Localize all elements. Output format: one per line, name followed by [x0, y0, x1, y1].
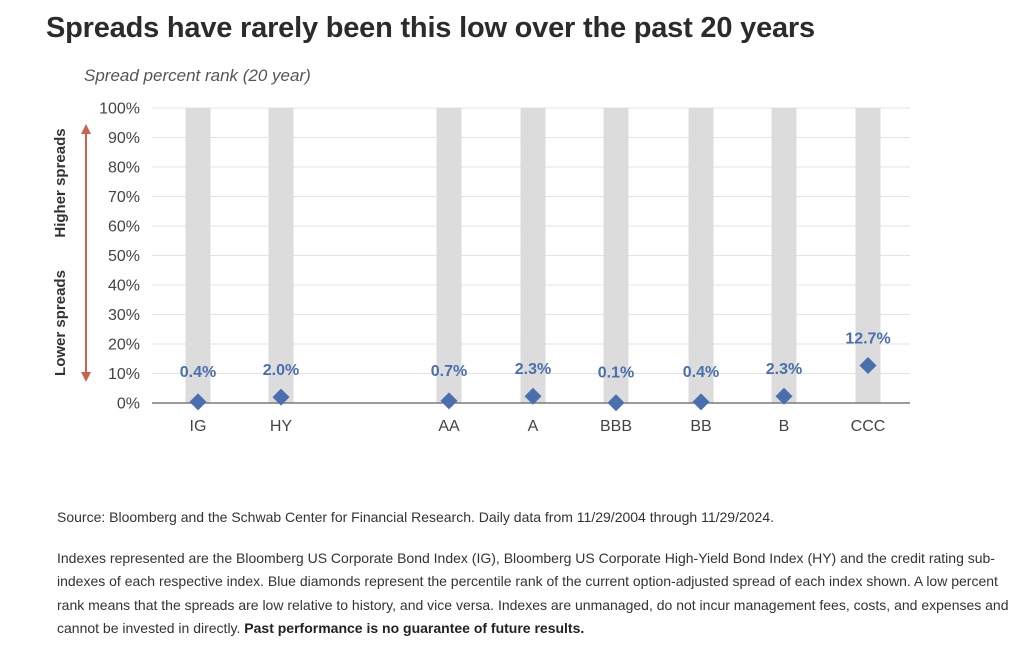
category-label: BBB	[600, 418, 632, 435]
lower-spreads-label: Lower spreads	[52, 270, 69, 376]
range-bar	[603, 108, 629, 403]
higher-spreads-label: Higher spreads	[52, 128, 69, 237]
data-marker-diamond	[272, 388, 290, 406]
y-tick-label: 20%	[108, 337, 140, 354]
category-label: A	[528, 418, 539, 435]
description-text: Indexes represented are the Bloomberg US…	[57, 549, 1009, 637]
arrow-head-down	[81, 372, 91, 382]
y-tick-label: 50%	[108, 248, 140, 265]
data-markers	[189, 357, 877, 412]
data-marker-diamond	[692, 393, 710, 411]
range-bar	[268, 108, 294, 403]
y-tick-label: 40%	[108, 278, 140, 295]
data-labels: 0.4% 2.0% 0.7% 2.3% 0.1% 0.4% 2.3% 12.7%	[180, 331, 891, 382]
y-tick-label: 0%	[117, 396, 140, 413]
category-label: BB	[690, 418, 711, 435]
footnotes: Source: Bloomberg and the Schwab Center …	[57, 506, 1017, 641]
description-note: Indexes represented are the Bloomberg US…	[57, 547, 1017, 641]
y-tick-label: 70%	[108, 189, 140, 206]
range-bar	[688, 108, 714, 403]
data-marker-diamond	[859, 357, 877, 375]
chart-title: Spreads have rarely been this low over t…	[46, 12, 815, 44]
category-label: B	[779, 418, 790, 435]
category-label: IG	[190, 418, 207, 435]
data-label: 0.4%	[683, 364, 719, 381]
data-label: 0.4%	[180, 364, 216, 381]
y-tick-label: 80%	[108, 160, 140, 177]
category-label: AA	[438, 418, 460, 435]
range-bars	[185, 108, 881, 403]
category-labels: IG HY AA A BBB BB B CCC	[190, 418, 886, 435]
category-label: HY	[270, 418, 293, 435]
category-label: CCC	[851, 418, 886, 435]
range-bar	[436, 108, 462, 403]
data-label: 0.7%	[431, 363, 467, 380]
arrow-head-up	[81, 124, 91, 134]
y-tick-label: 10%	[108, 366, 140, 383]
data-label: 2.3%	[515, 361, 551, 378]
y-tick-label: 30%	[108, 307, 140, 324]
data-marker-diamond	[775, 387, 793, 405]
y-tick-label: 100%	[99, 101, 140, 118]
data-marker-diamond	[440, 392, 458, 410]
source-note: Source: Bloomberg and the Schwab Center …	[57, 509, 775, 525]
range-bar	[185, 108, 211, 403]
y-tick-label: 60%	[108, 219, 140, 236]
chart: Spread percent rank (20 year) 0% 10% 20% 30…	[52, 66, 910, 435]
range-bar	[520, 108, 546, 403]
data-label: 12.7%	[845, 331, 890, 348]
spread-direction-arrow	[81, 124, 91, 382]
data-label: 0.1%	[598, 365, 634, 382]
data-marker-diamond	[607, 394, 625, 412]
data-label: 2.3%	[766, 361, 802, 378]
data-label: 2.0%	[263, 362, 299, 379]
range-bar	[855, 108, 881, 403]
y-axis-title: Spread percent rank (20 year)	[84, 66, 311, 85]
data-marker-diamond	[189, 393, 207, 411]
range-bar	[771, 108, 797, 403]
disclaimer-text: Past performance is no guarantee of futu…	[244, 620, 585, 636]
y-tick-label: 90%	[108, 130, 140, 147]
data-marker-diamond	[524, 387, 542, 405]
y-tick-labels: 0% 10% 20% 30% 40% 50% 60% 70% 80% 90% 100%	[99, 101, 140, 413]
